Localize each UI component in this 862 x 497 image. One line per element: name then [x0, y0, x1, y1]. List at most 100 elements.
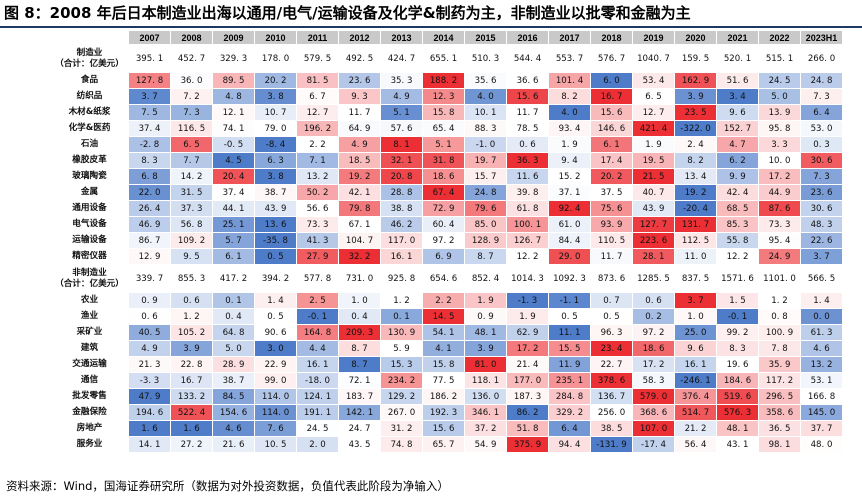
heatmap-cell: 54. 1	[422, 324, 465, 341]
row-label: 运输设备	[50, 232, 129, 249]
heatmap-cell: 37. 4	[212, 184, 255, 201]
heatmap-cell: 4. 9	[128, 340, 171, 357]
heatmap-cell: 4. 5	[212, 152, 255, 169]
heatmap-cell: 62. 9	[506, 324, 549, 341]
heatmap-cell: 1. 9	[506, 308, 549, 325]
column-header: 2015	[464, 30, 507, 45]
row-label: 农业	[50, 292, 129, 309]
heatmap-cell: 4. 9	[380, 88, 423, 105]
heatmap-cell: 30. 6	[800, 152, 843, 169]
heatmap-cell: 84. 5	[212, 388, 255, 405]
heatmap-cell: 7. 6	[254, 420, 297, 437]
heatmap-cell: 72. 1	[338, 372, 381, 389]
heatmap-cell: 1. 2	[380, 292, 423, 309]
heatmap-cell: 6. 2	[716, 152, 759, 169]
heatmap-cell: 50. 2	[296, 184, 339, 201]
heatmap-cell: 38. 7	[212, 372, 255, 389]
heatmap-cell: 93. 4	[548, 120, 591, 137]
heatmap-cell: 85. 3	[716, 216, 759, 233]
heatmap-cell: 0. 9	[464, 308, 507, 325]
heatmap-cell: 24. 8	[800, 72, 843, 89]
heatmap-cell: 65. 4	[422, 120, 465, 137]
heatmap-cell: 31. 8	[422, 152, 465, 169]
heatmap-cell: 394. 2	[254, 264, 297, 293]
heatmap-cell: 16. 1	[380, 248, 423, 265]
heatmap-cell: 43. 5	[338, 436, 381, 453]
heatmap-cell: 77. 5	[422, 372, 465, 389]
heatmap-cell: 131. 7	[674, 216, 717, 233]
heatmap-cell: 30. 6	[800, 200, 843, 217]
heatmap-cell: 129. 2	[380, 388, 423, 405]
heatmap-cell: 187. 3	[506, 388, 549, 405]
heatmap-cell: 19. 2	[674, 184, 717, 201]
heatmap-cell: -0. 1	[716, 308, 759, 325]
heatmap-cell: 118. 1	[464, 372, 507, 389]
heatmap-cell: 11. 7	[338, 104, 381, 121]
heatmap-cell: 58. 3	[632, 372, 675, 389]
heatmap-cell: 10. 7	[254, 104, 297, 121]
heatmap-cell: 329. 2	[548, 404, 591, 421]
heatmap-cell: 24. 5	[758, 72, 801, 89]
heatmap-cell: 346. 1	[464, 404, 507, 421]
row-label: 精密仪器	[50, 248, 129, 265]
heatmap-cell: 112. 5	[674, 232, 717, 249]
heatmap-cell: 11. 1	[548, 324, 591, 341]
heatmap-cell: 24. 7	[338, 420, 381, 437]
heatmap-cell: 10. 1	[464, 104, 507, 121]
heatmap-cell: 0. 5	[254, 308, 297, 325]
heatmap-cell: 2. 5	[296, 292, 339, 309]
heatmap-cell: 142. 1	[338, 404, 381, 421]
heatmap-cell: 40. 7	[632, 184, 675, 201]
heatmap-cell: 12. 3	[422, 88, 465, 105]
heatmap-cell: 38. 5	[590, 420, 633, 437]
heatmap-cell: 11. 6	[506, 168, 549, 185]
heatmap-cell: 145. 0	[800, 404, 843, 421]
heatmap-cell: 0. 6	[506, 136, 549, 153]
heatmap-cell: 40. 5	[128, 324, 171, 341]
heatmap-cell: 81. 5	[296, 72, 339, 89]
heatmap-cell: 117. 2	[758, 372, 801, 389]
heatmap-cell: 13. 6	[254, 216, 297, 233]
column-header: 2022	[758, 30, 801, 45]
heatmap-cell: 21. 5	[632, 168, 675, 185]
heatmap-cell: 196. 2	[296, 120, 339, 137]
row-label: 电气设备	[50, 216, 129, 233]
heatmap-cell: 73. 3	[758, 216, 801, 233]
heatmap-cell: 1. 4	[254, 292, 297, 309]
heatmap-cell: 4. 0	[464, 88, 507, 105]
heatmap-cell: 1014. 3	[506, 264, 549, 293]
heatmap-cell: 731. 0	[338, 264, 381, 293]
heatmap-cell: 28. 1	[632, 248, 675, 265]
heatmap-cell: 56. 4	[674, 436, 717, 453]
heatmap-cell: 166. 8	[800, 388, 843, 405]
heatmap-cell: 13. 2	[800, 356, 843, 373]
heatmap-cell: 424. 7	[380, 44, 423, 73]
heatmap-cell: -18. 0	[296, 372, 339, 389]
heatmap-cell: 2. 2	[296, 136, 339, 153]
heatmap-cell: 64. 8	[212, 324, 255, 341]
heatmap-cell: 1285. 5	[632, 264, 675, 293]
heatmap-cell: 130. 9	[380, 324, 423, 341]
row-label: 制造业 （合计：亿美元）	[50, 44, 129, 73]
heatmap-cell: 15. 6	[506, 88, 549, 105]
heatmap-cell: 3. 7	[128, 88, 171, 105]
heatmap-cell: 4. 4	[296, 340, 339, 357]
heatmap-cell: 65. 7	[422, 436, 465, 453]
heatmap-cell: 74. 8	[380, 436, 423, 453]
row-label: 木材&纸浆	[50, 104, 129, 121]
heatmap-cell: 6. 9	[422, 248, 465, 265]
heatmap-cell: 15. 2	[548, 168, 591, 185]
heatmap-cell: 23. 6	[338, 72, 381, 89]
heatmap-cell: 186. 2	[422, 388, 465, 405]
heatmap-cell: 10. 0	[758, 152, 801, 169]
column-header: 2014	[422, 30, 465, 45]
heatmap-cell: 53. 0	[800, 120, 843, 137]
heatmap-cell: 8. 1	[380, 136, 423, 153]
heatmap-cell: 12. 9	[128, 248, 171, 265]
heatmap-cell: 395. 1	[128, 44, 171, 73]
heatmap-cell: 1. 2	[170, 308, 213, 325]
heatmap-cell: 4. 8	[212, 88, 255, 105]
heatmap-cell: 15. 6	[422, 420, 465, 437]
